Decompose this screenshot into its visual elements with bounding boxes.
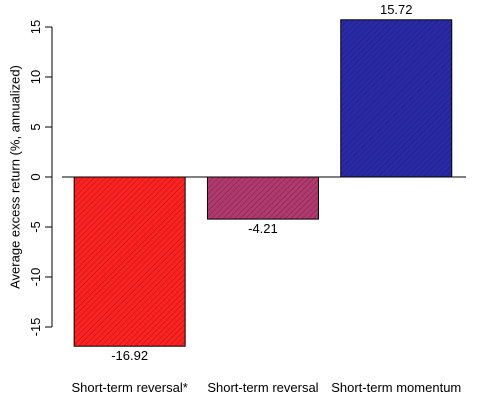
y-tick-label: 10	[28, 70, 43, 84]
bar-3	[340, 19, 453, 178]
y-tick-label: 0	[28, 173, 43, 180]
bar-value-label: -16.92	[111, 348, 148, 363]
y-tick-label: -10	[28, 268, 43, 287]
category-label: Short-term momentum	[331, 380, 461, 395]
y-axis-title: Average excess return (%, annualized)	[7, 65, 22, 289]
bars-group	[73, 19, 453, 347]
category-label: Short-term reversal*	[71, 380, 187, 395]
bar-value-label: -4.21	[248, 221, 278, 236]
labels-group: -16.92 Short-term reversal* -4.21 Short-ter…	[71, 2, 461, 395]
y-tick-label: -15	[28, 318, 43, 337]
category-label: Short-term reversal	[207, 380, 318, 395]
y-tick-label: 5	[28, 123, 43, 130]
bar-value-label: 15.72	[380, 2, 413, 17]
y-tick-label: 15	[28, 20, 43, 34]
y-tick-label: -5	[28, 221, 43, 233]
bar-2	[206, 176, 319, 220]
bar-1	[73, 176, 186, 347]
